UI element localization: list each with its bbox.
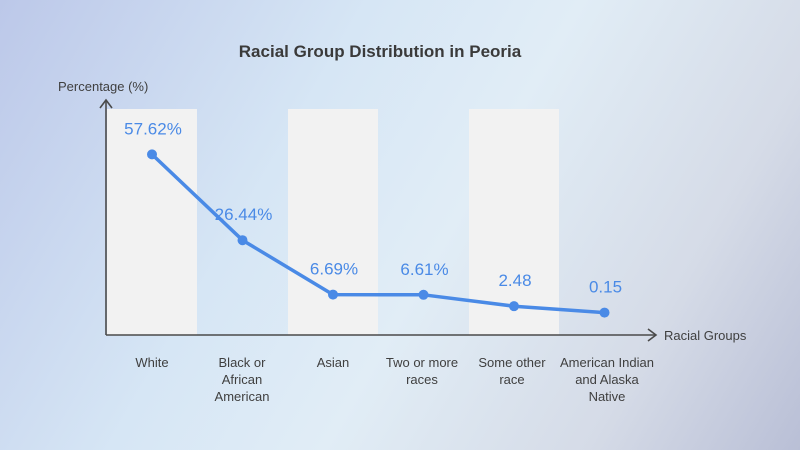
category-label-black: Black or African American — [214, 355, 270, 404]
data-label-0: 57.62% — [124, 119, 182, 138]
category-label-asian: Asian — [316, 355, 350, 370]
category-label-white: White — [135, 355, 169, 370]
data-label-5: 0.15 — [589, 278, 622, 297]
data-label-4: 2.48 — [498, 271, 531, 290]
data-label-2: 6.69% — [310, 260, 358, 279]
data-point-3 — [418, 289, 429, 300]
data-point-2 — [328, 289, 338, 300]
series-line — [150, 152, 607, 315]
x-axis-label: Racial Groups — [664, 328, 747, 343]
data-point-5 — [599, 307, 610, 318]
data-point-4 — [509, 301, 519, 312]
category-label-two-or-more: Two or more races — [385, 355, 459, 387]
chart-title: Racial Group Distribution in Peoria — [238, 42, 522, 61]
y-axis-label: Percentage (%) — [58, 79, 149, 94]
category-label-american-indian: American Indian and Alaska Native — [560, 355, 654, 404]
category-band-2 — [288, 109, 378, 335]
data-label-3: 6.61% — [400, 260, 448, 279]
x-axis-arrow — [647, 328, 658, 342]
data-point-1 — [237, 235, 248, 246]
category-label-some-other: Some other race — [478, 355, 546, 387]
data-point-0 — [147, 149, 157, 160]
y-axis-arrow — [99, 98, 113, 109]
category-band-0 — [107, 109, 197, 335]
category-band-4 — [469, 109, 559, 335]
data-label-1: 26.44% — [215, 205, 273, 224]
